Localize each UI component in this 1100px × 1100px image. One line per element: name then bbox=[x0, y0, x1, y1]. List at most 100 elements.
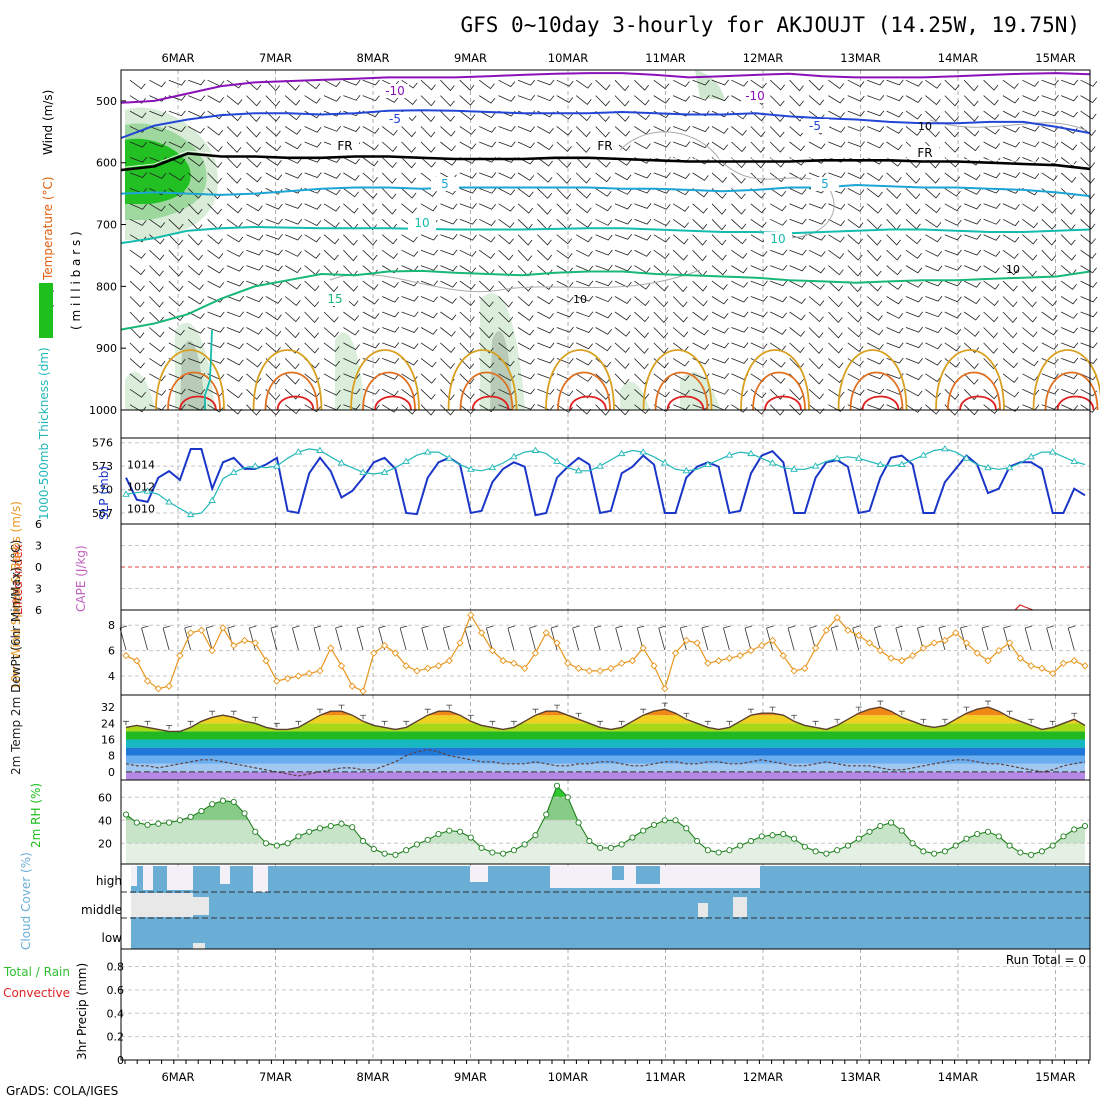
wind-barb bbox=[711, 219, 727, 231]
rh-shade-lower bbox=[680, 371, 720, 410]
wind-barb bbox=[479, 110, 496, 119]
wind-barb bbox=[381, 249, 398, 259]
wind-barb bbox=[711, 327, 729, 334]
date-label-bottom: 11MAR bbox=[645, 1070, 685, 1084]
wind-barb bbox=[265, 311, 282, 321]
wind-barb bbox=[517, 404, 536, 410]
wind-barb bbox=[226, 218, 243, 228]
y-tick-label-thickness: 573 bbox=[92, 460, 113, 473]
wind-barb bbox=[575, 404, 592, 415]
wind-speed-marker bbox=[402, 662, 410, 670]
wind-speed-marker bbox=[488, 646, 496, 655]
wind-barb bbox=[847, 188, 865, 196]
rh-marker bbox=[370, 845, 377, 853]
rh-marker bbox=[974, 831, 981, 838]
wind-speed-marker bbox=[564, 659, 572, 667]
wind-speed-marker bbox=[715, 657, 723, 665]
axis-labels: 6MAR 6MAR 7MAR 7MAR 8MAR 8MAR 9MAR 9MAR 10MAR 10M… bbox=[3, 51, 1076, 1084]
y-tick-label-precip: 0.8 bbox=[107, 961, 125, 974]
wind-speed-marker bbox=[790, 667, 798, 675]
wind-barb bbox=[517, 79, 536, 86]
rh-marker bbox=[187, 813, 194, 820]
wind-barb bbox=[653, 95, 670, 104]
wind-barb bbox=[459, 79, 475, 91]
wind-barb-10m bbox=[701, 625, 709, 651]
wind-barb bbox=[1080, 188, 1095, 200]
wind-barb bbox=[149, 218, 166, 228]
wind-speed-marker bbox=[725, 654, 734, 662]
wind-barb bbox=[750, 388, 767, 399]
wind-barb bbox=[265, 110, 281, 122]
wind-barb bbox=[808, 79, 824, 91]
wind-barb bbox=[595, 373, 611, 384]
wind-barb bbox=[1041, 342, 1059, 350]
wind-barb bbox=[789, 280, 807, 288]
wind-barb bbox=[750, 265, 768, 272]
wind-barb bbox=[925, 172, 940, 184]
rh-marker bbox=[672, 817, 679, 824]
thickness-marker bbox=[833, 454, 841, 461]
wind-barb bbox=[595, 188, 612, 197]
wind-barb bbox=[1041, 249, 1057, 262]
isotherm-15 bbox=[120, 269, 1091, 331]
wind-barb bbox=[711, 203, 727, 215]
wind-barb bbox=[808, 311, 824, 323]
rh-marker bbox=[704, 847, 711, 854]
rh-marker bbox=[909, 840, 916, 847]
isotherm-label-bg bbox=[331, 139, 359, 153]
wind-barb bbox=[614, 389, 630, 401]
wind-barb bbox=[847, 234, 863, 245]
wind-barb bbox=[983, 172, 1001, 179]
isotherm-warm bbox=[179, 395, 217, 411]
wind-barb bbox=[828, 172, 846, 178]
wind-barb bbox=[653, 218, 671, 227]
outer-frame bbox=[120, 69, 1091, 1061]
wind-barb bbox=[672, 311, 688, 323]
wind-barb bbox=[595, 234, 613, 241]
y-tick-label-stability: 6 bbox=[35, 518, 42, 531]
thickness-marker bbox=[229, 468, 238, 475]
wind-barb bbox=[284, 389, 301, 400]
date-label-bottom: 14MAR bbox=[938, 1070, 978, 1084]
cloud-clear bbox=[167, 866, 193, 890]
wind-barb bbox=[401, 373, 418, 382]
wind-barb bbox=[925, 311, 943, 318]
wind-barb bbox=[653, 404, 671, 413]
wind-barb bbox=[867, 79, 885, 86]
wind-barb bbox=[983, 249, 1001, 257]
wind-barb bbox=[285, 157, 302, 164]
wind-barb bbox=[343, 280, 359, 292]
rh-marker bbox=[931, 850, 938, 857]
wind-barb bbox=[129, 373, 146, 384]
wind-barb bbox=[556, 95, 574, 104]
wind-barb bbox=[905, 219, 921, 230]
wind-barb bbox=[944, 264, 962, 271]
wind-barb bbox=[537, 203, 552, 215]
isotherm-label-bg bbox=[911, 146, 939, 160]
wind-speed-marker bbox=[197, 626, 206, 634]
wind-barb bbox=[246, 264, 264, 271]
wind-speed-marker bbox=[445, 657, 453, 665]
thickness-marker bbox=[898, 460, 906, 468]
wind-barb bbox=[614, 126, 631, 137]
wind-barb-10m bbox=[335, 625, 343, 651]
wind-barb bbox=[168, 342, 186, 351]
temp-minmax bbox=[187, 720, 194, 726]
thickness-marker bbox=[854, 454, 863, 461]
wind-barb bbox=[323, 249, 339, 261]
wind-barb bbox=[1080, 326, 1098, 333]
wind-barb bbox=[673, 373, 690, 382]
thickness-marker bbox=[423, 448, 432, 455]
wind-barb bbox=[711, 172, 728, 183]
wind-speed-marker bbox=[467, 611, 475, 619]
wind-barb bbox=[517, 388, 536, 395]
wind-barb bbox=[556, 234, 573, 245]
wind-barb bbox=[517, 265, 533, 277]
wind-barb bbox=[207, 311, 225, 318]
isotherm-warm bbox=[276, 395, 315, 411]
cloud-high-patch bbox=[636, 866, 660, 884]
wind-barb bbox=[1041, 373, 1059, 380]
rh-marker bbox=[791, 835, 798, 842]
ylabel-millibars: ( m i l l i b a r s ) bbox=[69, 231, 83, 330]
wind-barb bbox=[401, 249, 419, 257]
